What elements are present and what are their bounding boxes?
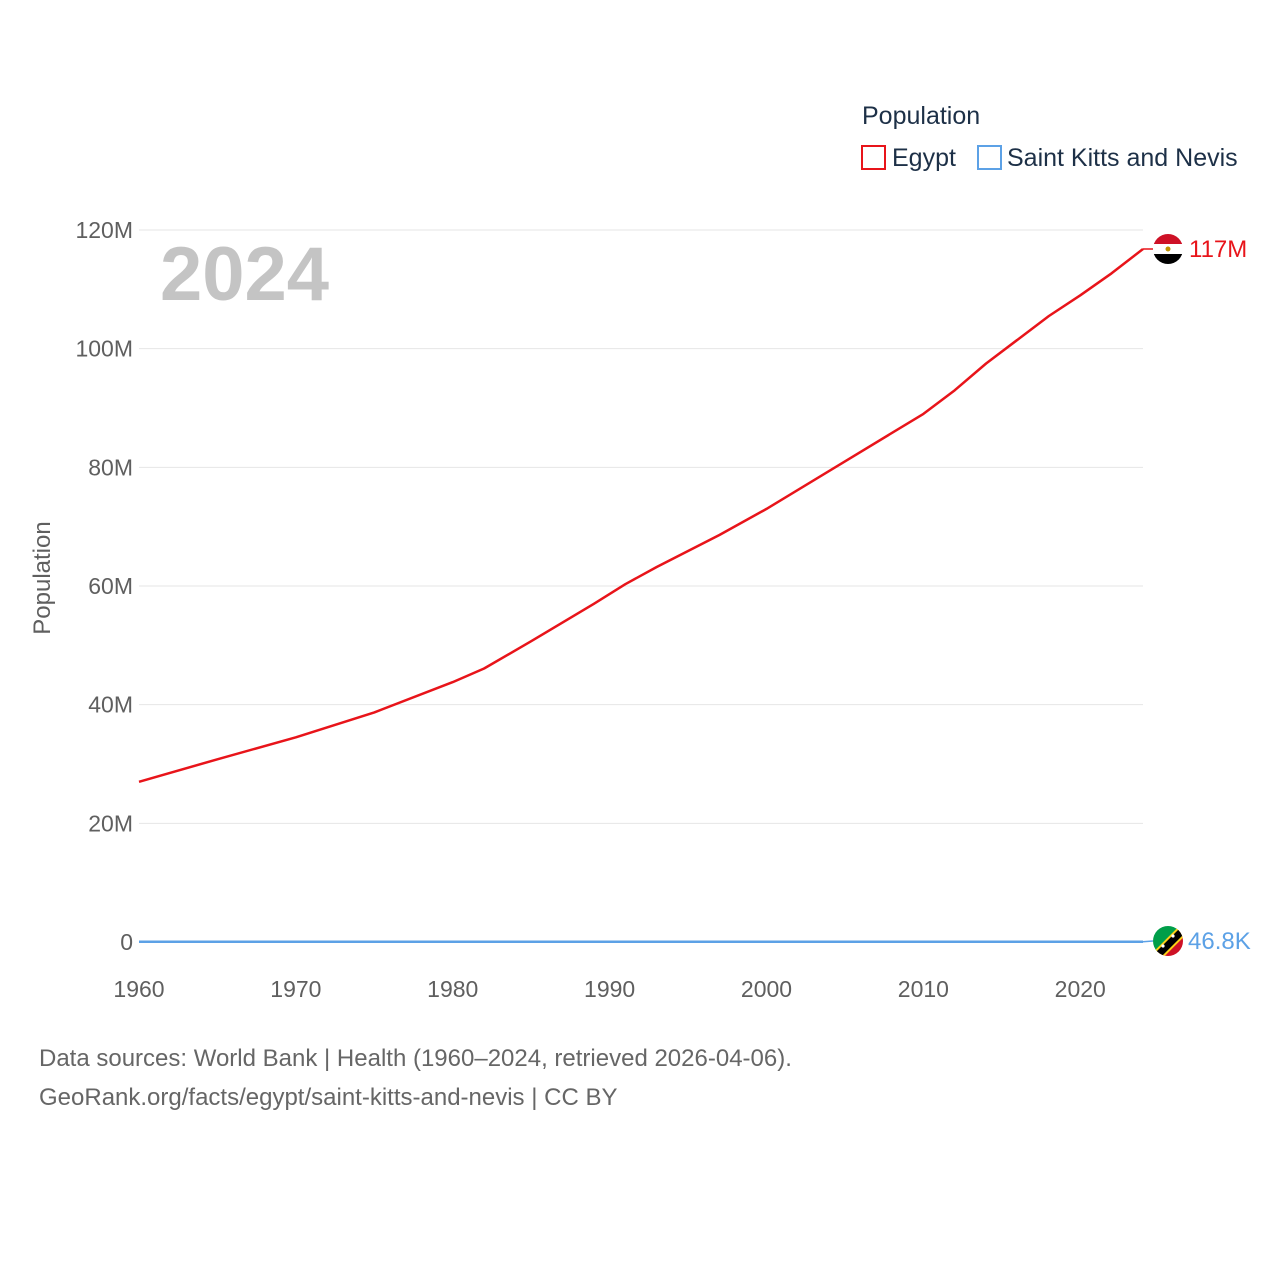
series-line-egypt[interactable] — [138, 248, 1144, 784]
attribution-link[interactable]: GeoRank.org/facts/egypt/saint-kitts-and-… — [39, 1084, 618, 1111]
legend-item-egypt[interactable]: Egypt — [861, 144, 956, 172]
x-tick-label: 1990 — [584, 976, 635, 1002]
legend-label-egypt: Egypt — [892, 144, 956, 172]
y-tick-label: 100M — [75, 336, 133, 362]
y-tick-label: 0 — [120, 929, 133, 955]
legend-swatch-egypt — [861, 145, 886, 170]
x-tick-label: 1960 — [113, 976, 164, 1002]
x-tick-labels: 1960 1970 1980 1990 2000 2010 2020 — [113, 976, 1105, 1002]
y-tick-label: 80M — [88, 454, 133, 480]
y-tick-label: 20M — [88, 810, 133, 836]
end-label-egypt: 117M — [1189, 236, 1247, 263]
y-tick-label: 60M — [88, 573, 133, 599]
end-label-saint-kitts-and-nevis: 46.8K — [1188, 928, 1251, 955]
egypt-flag-icon — [1153, 234, 1183, 264]
y-tick-label: 40M — [88, 692, 133, 718]
y-tick-label: 120M — [75, 217, 133, 243]
legend-title: Population — [862, 102, 980, 130]
y-axis-title: Population — [29, 521, 56, 634]
series-lines — [138, 248, 1154, 944]
legend-swatch-saint-kitts-and-nevis — [977, 145, 1002, 170]
year-label: 2024 — [160, 232, 329, 317]
x-tick-label: 2010 — [898, 976, 949, 1002]
x-tick-label: 1980 — [427, 976, 478, 1002]
legend-item-saint-kitts-and-nevis[interactable]: Saint Kitts and Nevis — [977, 144, 1238, 172]
y-tick-labels: 0 20M 40M 60M 80M 100M 120M — [75, 217, 133, 955]
grid-lines — [139, 229, 1143, 824]
x-tick-label: 2000 — [741, 976, 792, 1002]
legend-label-saint-kitts-and-nevis: Saint Kitts and Nevis — [1007, 144, 1238, 172]
series-connector-saint-kitts-and-nevis — [1142, 940, 1154, 943]
x-tick-label: 2020 — [1055, 976, 1106, 1002]
data-source-note: Data sources: World Bank | Health (1960–… — [39, 1045, 792, 1072]
x-tick-label: 1970 — [270, 976, 321, 1002]
saint-kitts-and-nevis-flag-icon — [1153, 926, 1183, 956]
